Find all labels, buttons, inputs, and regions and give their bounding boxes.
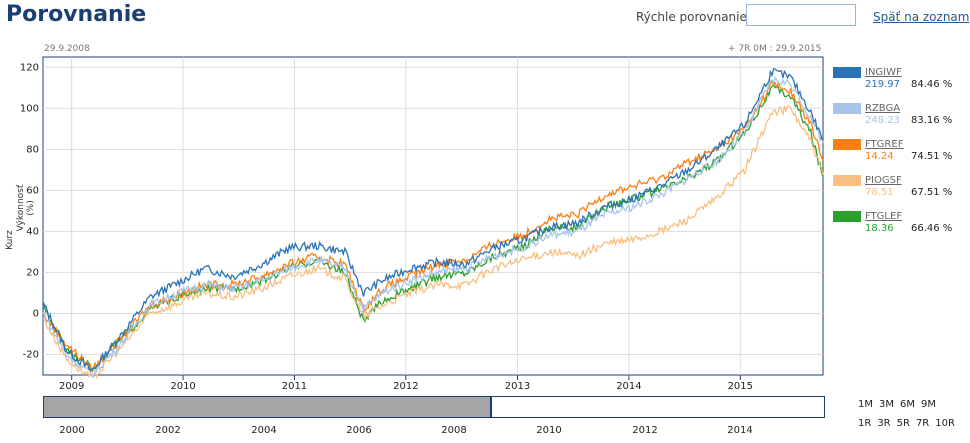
back-to-list-link[interactable]: Späť na zoznam	[873, 10, 970, 24]
y-tick-label: 0	[33, 308, 39, 319]
legend-fund-link[interactable]: PIOGSF	[865, 174, 902, 186]
x-tick-label: 2010	[170, 381, 195, 392]
navigator-year-label: 2010	[536, 425, 562, 436]
series-line-rzbga	[42, 75, 824, 379]
legend-item-0[interactable]: INGIWF 219.97 84.46 %	[833, 65, 965, 101]
x-tick-label: 2014	[616, 381, 641, 392]
period-button-10r[interactable]: 10R	[935, 418, 955, 429]
period-button-7r[interactable]: 7R	[915, 418, 930, 429]
period-button-5r[interactable]: 5R	[896, 418, 910, 429]
legend-swatch	[833, 102, 861, 114]
legend-item-4[interactable]: FTGLEF 18.36 66.46 %	[833, 209, 965, 245]
series-line-ftglef	[42, 83, 824, 374]
legend-fund-link[interactable]: INGIWF	[865, 66, 902, 78]
legend-percent: 74.51 %	[911, 151, 953, 162]
legend-fund-link[interactable]: FTGLEF	[865, 210, 903, 222]
legend-swatch	[833, 66, 861, 78]
period-button-9m[interactable]: 9M	[921, 399, 936, 410]
legend-swatch	[833, 138, 861, 150]
legend: INGIWF 219.97 84.46 % RZBGA 248.23 83.16 %…	[833, 65, 965, 245]
legend-swatch	[833, 174, 861, 186]
y-tick-label: 20	[26, 267, 39, 278]
legend-percent: 83.16 %	[911, 115, 953, 126]
series-line-ftgref	[42, 79, 824, 373]
navigator-year-axis: 2000 2002 2004 2006 2008 2010 2012 2014	[0, 425, 840, 439]
navigator-year-label: 2000	[59, 425, 85, 436]
legend-percent: 67.51 %	[911, 187, 953, 198]
legend-percent: 84.46 %	[911, 79, 953, 90]
legend-percent: 66.46 %	[911, 223, 953, 234]
legend-item-2[interactable]: FTGREF 14.24 74.51 %	[833, 137, 965, 173]
series-line-ingiwf	[42, 67, 824, 371]
quick-compare-label: Rýchle porovnanie	[636, 10, 747, 24]
navigator-year-label: 2002	[155, 425, 181, 436]
x-tick-label: 2013	[505, 381, 530, 392]
y-axis-label: Výkonnosť (%)	[16, 184, 36, 232]
period-button-3r[interactable]: 3R	[877, 418, 891, 429]
navigator-year-label: 2006	[346, 425, 372, 436]
quick-compare-input[interactable]	[746, 4, 856, 26]
x-tick-label: 2011	[282, 381, 307, 392]
range-end-date: + 7R 0M : 29.9.2015	[728, 44, 822, 54]
period-button-1r[interactable]: 1R	[858, 418, 872, 429]
legend-swatch	[833, 210, 861, 222]
legend-fund-link[interactable]: RZBGA	[865, 102, 901, 114]
navigator-year-label: 2004	[251, 425, 277, 436]
range-start-date: 29.9.2008	[44, 44, 90, 54]
page-title: Porovnanie	[6, 2, 147, 27]
x-tick-label: 2015	[728, 381, 753, 392]
series-line-piogsf	[42, 104, 824, 379]
period-selector: 1M 3M 6M 9M 1R 3R 5R 7R 10R	[858, 399, 968, 437]
legend-price: 14.24	[865, 151, 894, 162]
y-tick-label: 120	[20, 62, 39, 73]
period-button-3m[interactable]: 3M	[879, 399, 894, 410]
legend-price: 219.97	[865, 79, 900, 90]
x-tick-label: 2012	[393, 381, 418, 392]
plot-area	[42, 56, 824, 376]
navigator-selected-range[interactable]	[44, 397, 492, 417]
legend-item-3[interactable]: PIOGSF 78.51 67.51 %	[833, 173, 965, 209]
y-axis-label-secondary: Kurz	[5, 230, 15, 250]
y-tick-label: 100	[20, 103, 39, 114]
period-button-6m[interactable]: 6M	[900, 399, 915, 410]
x-tick-label: 2009	[59, 381, 84, 392]
navigator-year-label: 2014	[727, 425, 753, 436]
legend-price: 78.51	[865, 187, 894, 198]
y-tick-label: -20	[23, 349, 39, 360]
legend-item-1[interactable]: RZBGA 248.23 83.16 %	[833, 101, 965, 137]
navigator-year-label: 2008	[441, 425, 467, 436]
legend-price: 18.36	[865, 223, 894, 234]
y-tick-label: 80	[26, 144, 39, 155]
period-button-1m[interactable]: 1M	[858, 399, 873, 410]
range-navigator[interactable]	[43, 396, 825, 418]
legend-fund-link[interactable]: FTGREF	[865, 138, 904, 150]
legend-price: 248.23	[865, 115, 900, 126]
navigator-year-label: 2012	[632, 425, 658, 436]
